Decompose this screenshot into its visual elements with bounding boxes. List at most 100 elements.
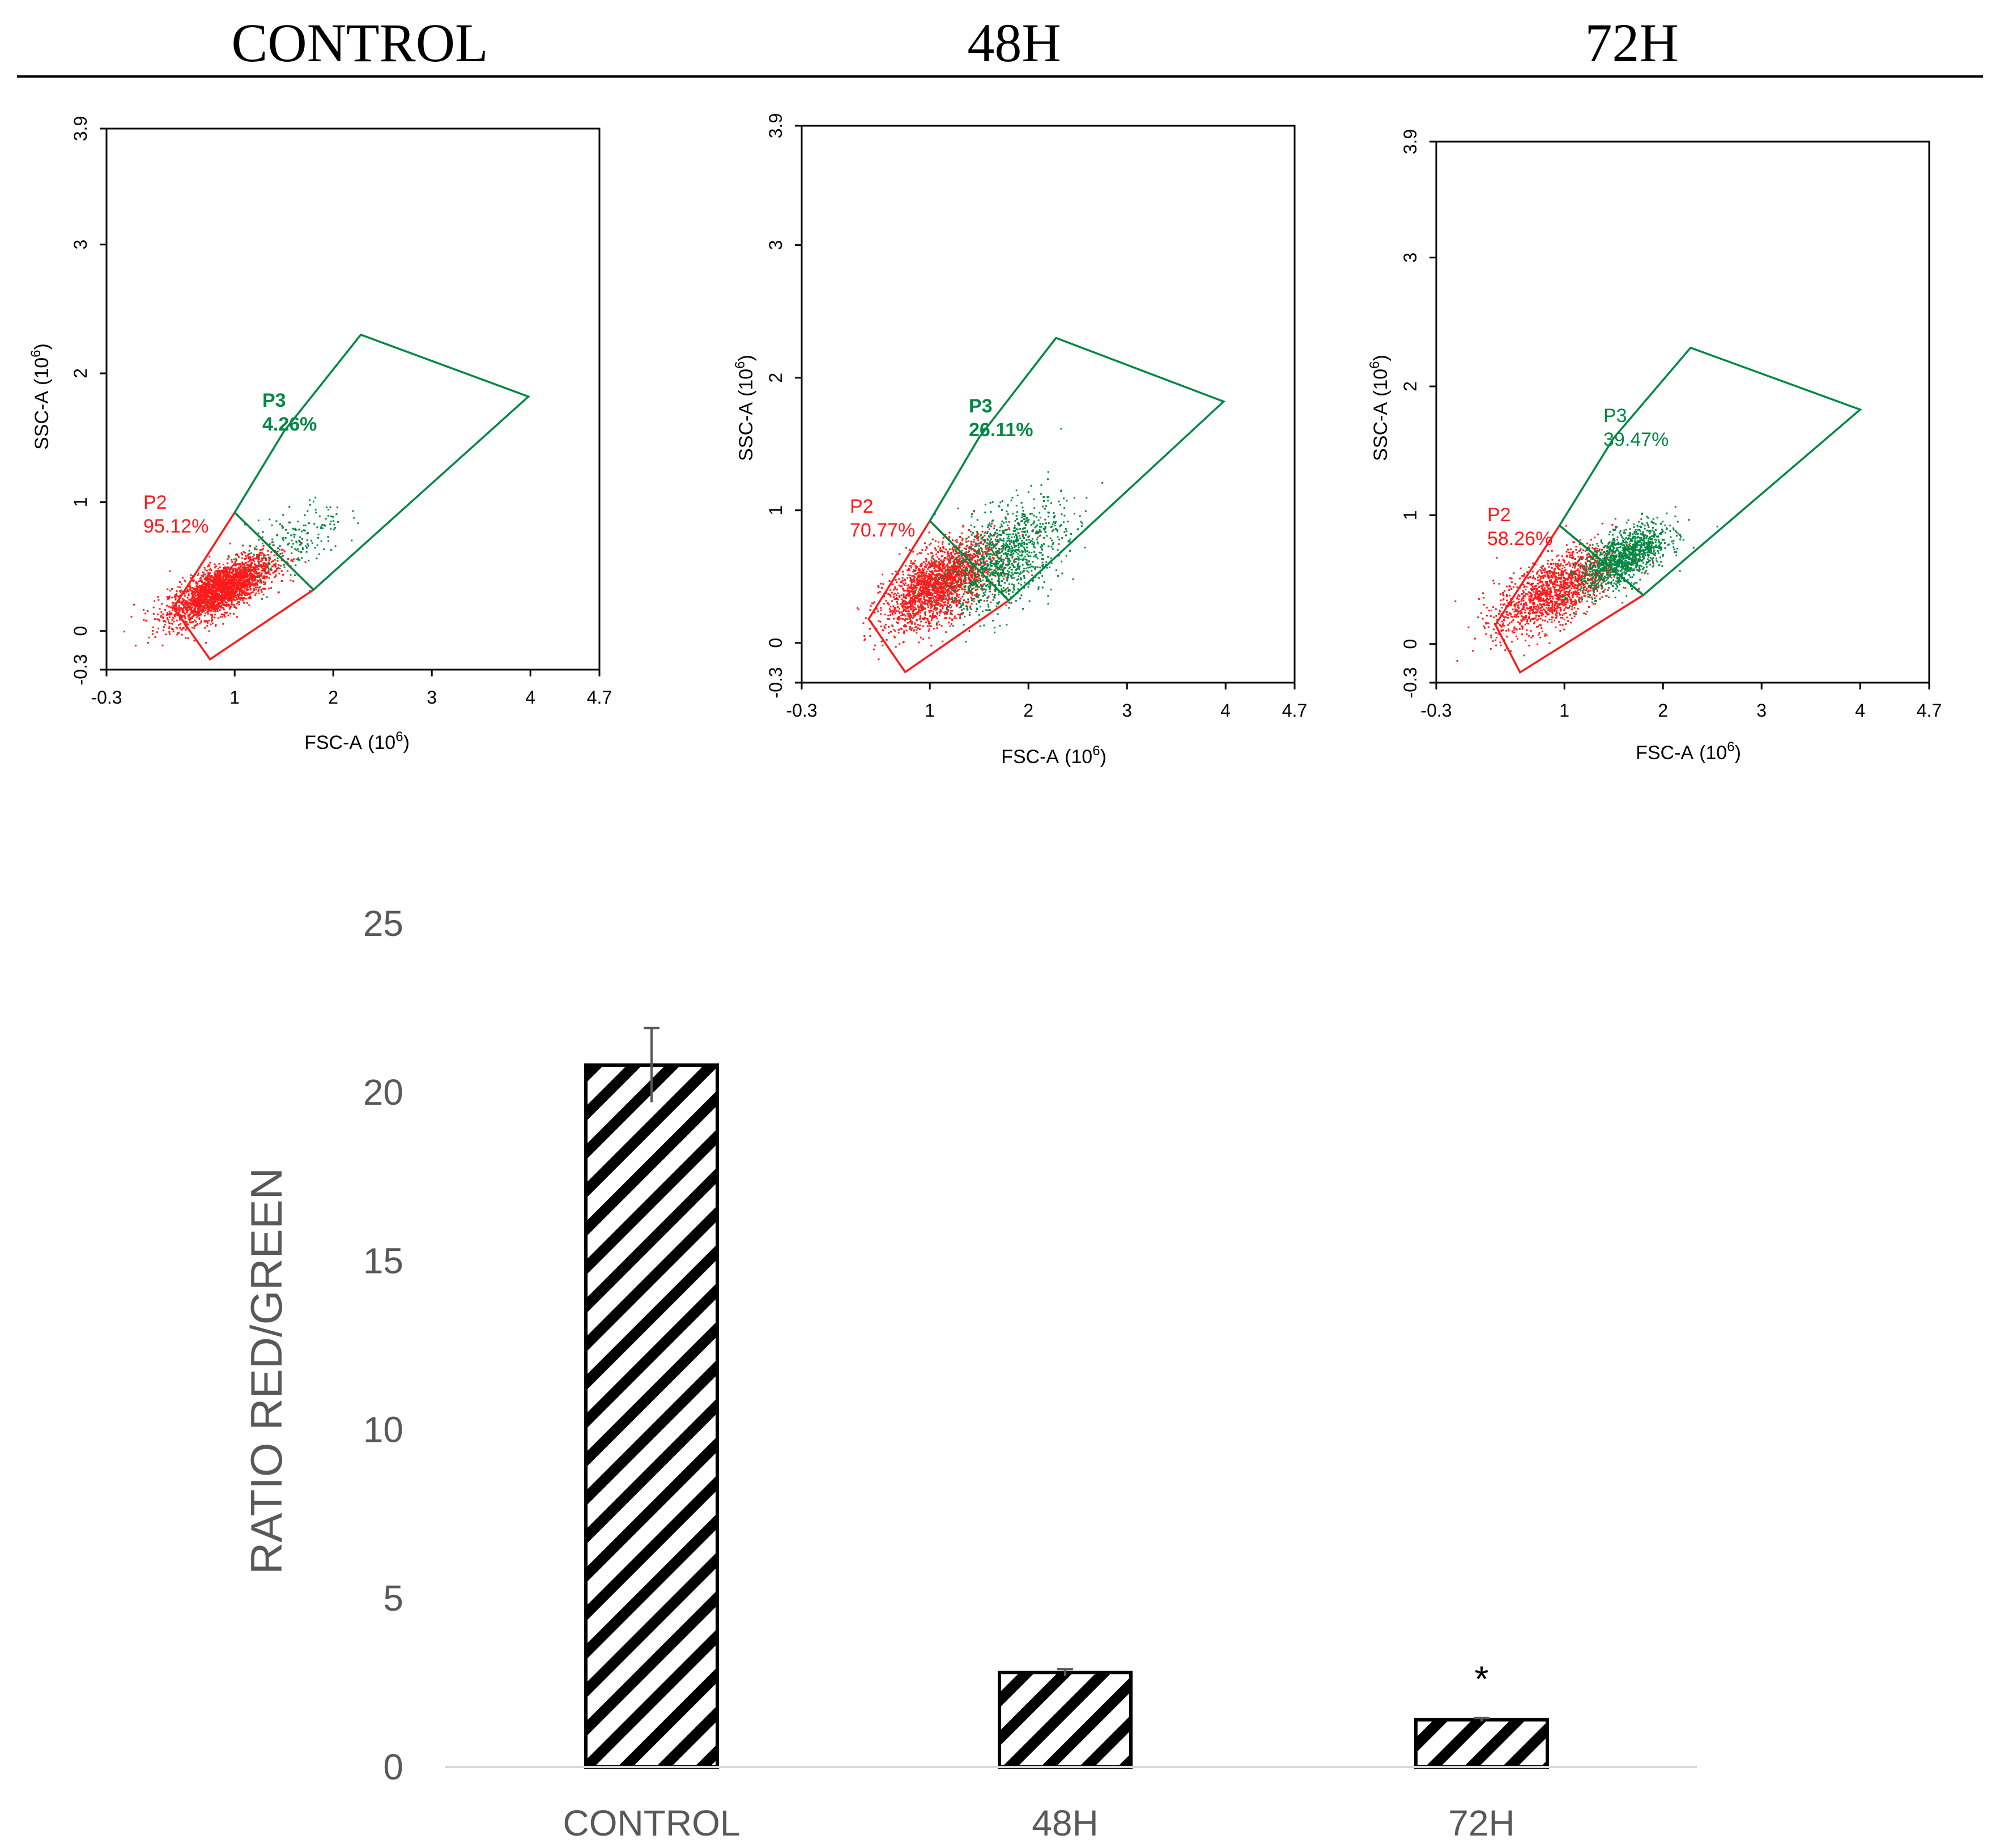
scatter-point-p2 (935, 582, 937, 585)
scatter-point-p2 (912, 610, 914, 612)
scatter-point-p2 (251, 561, 253, 564)
scatter-point-p2 (920, 616, 922, 619)
scatter-point-p2 (953, 617, 955, 619)
scatter-point-p2 (201, 574, 203, 577)
scatter-point-p2 (893, 589, 895, 591)
scatter-point-p2 (242, 577, 244, 579)
scatter-point-p2 (239, 578, 240, 581)
scatter-point-p2 (946, 576, 948, 578)
scatter-point-p2 (197, 592, 199, 594)
scatter-point-p2 (925, 549, 927, 551)
scatter-point-p2 (984, 571, 986, 573)
scatter-point-p3 (301, 530, 303, 533)
scatter-point-p2 (257, 554, 259, 556)
scatter-point-p2 (950, 612, 952, 615)
scatter-point-p2 (856, 607, 858, 609)
scatter-point-p2 (928, 573, 930, 575)
scatter-point-p2 (181, 590, 184, 593)
scatter-point-p2 (197, 599, 199, 601)
scatter-point-p2 (200, 578, 202, 581)
scatter-point-p2 (207, 564, 210, 565)
scatter-point-p2 (942, 640, 944, 642)
scatter-point-p2 (880, 640, 883, 642)
scatter-point-p2 (192, 602, 194, 604)
scatter-point-p2 (205, 612, 207, 615)
scatter-point-p2 (939, 609, 942, 611)
scatter-point-p2 (179, 614, 181, 616)
scatter-point-p2 (229, 612, 231, 615)
scatter-point-p2 (169, 570, 171, 572)
scatter-point-p2 (215, 581, 217, 584)
scatter-point-p2 (229, 593, 231, 595)
scatter-point-p2 (216, 570, 218, 572)
scatter-point-p2 (903, 605, 905, 607)
scatter-point-p3 (327, 514, 329, 517)
scatter-point-p2 (971, 576, 973, 577)
scatter-point-p2 (242, 544, 244, 547)
scatter-point-p2 (897, 610, 899, 612)
scatter-point-p2 (957, 560, 959, 563)
scatter-point-p2 (952, 568, 954, 570)
scatter-point-p2 (208, 574, 210, 577)
scatter-point-p2 (199, 605, 201, 607)
scatter-point-p2 (233, 580, 236, 582)
scatter-point-p2 (936, 602, 938, 604)
scatter-point-p2 (246, 564, 248, 567)
scatter-point-p3 (282, 527, 284, 529)
scatter-point-p2 (938, 586, 941, 589)
scatter-point-p2 (991, 565, 993, 567)
scatter-point-p2 (258, 561, 260, 563)
scatter-point-p2 (974, 594, 976, 597)
scatter-point-p2 (219, 571, 221, 573)
scatter-point-p3 (332, 516, 334, 518)
scatter-point-p3 (297, 550, 300, 552)
scatter-point-p2 (256, 566, 258, 568)
scatter-point-p2 (934, 591, 936, 593)
scatter-point-p2 (937, 567, 939, 569)
scatter-point-p2 (994, 575, 997, 577)
scatter-point-p2 (899, 611, 901, 613)
scatter-point-p2 (959, 578, 961, 581)
scatter-point-p2 (1005, 557, 1007, 559)
scatter-point-p2 (202, 574, 205, 576)
scatter-point-p2 (970, 597, 972, 599)
scatter-point-p3 (259, 586, 261, 588)
scatter-point-p2 (184, 618, 186, 620)
scatter-point-p2 (221, 603, 223, 606)
scatter-point-p2 (925, 572, 927, 574)
scatter-point-p2 (220, 602, 223, 604)
scatter-point-p2 (977, 559, 978, 561)
scatter-point-p2 (947, 574, 949, 576)
scatter-point-p2 (911, 627, 913, 629)
scatter-point-p2 (887, 615, 890, 616)
scatter-point-p2 (909, 606, 912, 608)
scatter-point-p2 (242, 563, 244, 565)
scatter-point-p2 (901, 607, 904, 609)
scatter-point-p2 (967, 592, 969, 594)
scatter-point-p2 (917, 572, 919, 574)
scatter-point-p2 (247, 564, 249, 567)
scatter-point-p2 (205, 588, 207, 590)
scatter-point-p2 (954, 559, 956, 561)
scatter-point-p2 (229, 582, 232, 585)
scatter-point-p2 (250, 575, 252, 577)
scatter-point-p2 (932, 555, 934, 557)
scatter-point-p2 (204, 573, 206, 576)
scatter-point-p2 (944, 577, 947, 580)
scatter-point-p2 (883, 603, 885, 605)
scatter-point-p2 (276, 568, 278, 570)
scatter-point-p2 (189, 599, 192, 601)
scatter-point-p3 (223, 589, 225, 591)
scatter-point-p2 (246, 592, 249, 594)
scatter-point-p2 (231, 559, 233, 561)
scatter-point-p2 (179, 586, 181, 589)
scatter-point-p2 (212, 590, 215, 592)
scatter-point-p2 (976, 534, 978, 536)
scatter-point-p2 (212, 622, 214, 624)
scatter-point-p2 (199, 610, 202, 612)
scatter-point-p2 (971, 573, 972, 576)
scatter-point-p2 (158, 599, 160, 601)
scatter-point-p2 (930, 606, 933, 608)
scatter-point-p2 (261, 543, 263, 544)
scatter-point-p2 (203, 586, 205, 589)
